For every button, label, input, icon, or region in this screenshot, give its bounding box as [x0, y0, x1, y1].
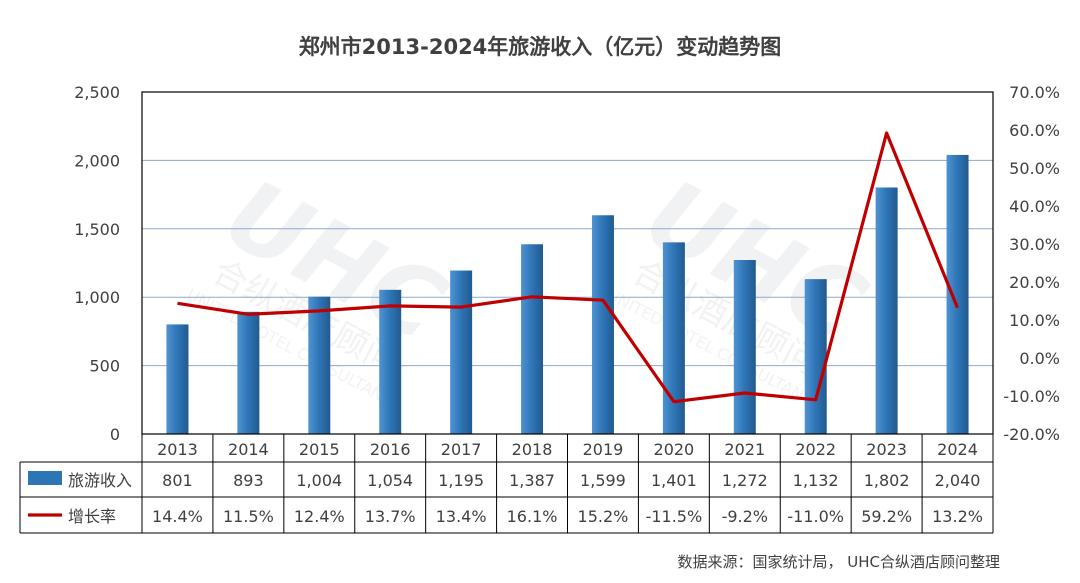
bar-2019 — [591, 215, 614, 434]
y-left-tick-label: 2,000 — [74, 151, 120, 170]
y-right-tick-label: 40.0% — [1009, 197, 1060, 216]
chart-title: 郑州市2013-2024年旅游收入（亿元）变动趋势图 — [299, 35, 782, 59]
y-left-tick-label: 0 — [110, 425, 120, 444]
y-left-tick-label: 1,500 — [74, 220, 120, 239]
x-tick-label: 2022 — [795, 440, 836, 459]
y-left-tick-label: 1,000 — [74, 288, 120, 307]
bar-data-label: 1,132 — [793, 471, 839, 490]
x-tick-label: 2017 — [441, 440, 482, 459]
bar-2020 — [662, 242, 685, 434]
source-note: 数据来源：国家统计局， UHC合纵酒店顾问整理 — [677, 553, 1000, 571]
y-right-tick-label: 0.0% — [1019, 349, 1060, 368]
bar-data-label: 801 — [162, 471, 193, 490]
y-right-tick-label: 30.0% — [1009, 235, 1060, 254]
line-data-label: 13.2% — [932, 507, 983, 526]
bar-series — [166, 154, 969, 435]
y-axis-left: 0 500 1,000 1,500 2,000 2,500 — [74, 83, 120, 444]
x-tick-label: 2023 — [866, 440, 907, 459]
x-tick-label: 2018 — [512, 440, 553, 459]
y-right-tick-label: 60.0% — [1009, 121, 1060, 140]
legend-key-bar — [28, 471, 62, 485]
line-data-label: 15.2% — [578, 507, 629, 526]
line-data-label: 12.4% — [294, 507, 345, 526]
bar-2021 — [733, 259, 756, 434]
legend-label-bar: 旅游收入 — [68, 471, 132, 490]
x-tick-label: 2024 — [937, 440, 978, 459]
x-tick-label: 2021 — [724, 440, 765, 459]
bar-2014 — [237, 311, 260, 434]
line-data-label: 14.4% — [152, 507, 203, 526]
y-right-tick-label: 50.0% — [1009, 159, 1060, 178]
bar-data-label: 1,401 — [651, 471, 697, 490]
line-data-label: -9.2% — [722, 507, 768, 526]
y-right-tick-label: -20.0% — [1003, 425, 1060, 444]
y-right-tick-label: 70.0% — [1009, 83, 1060, 102]
y-left-tick-label: 2,500 — [74, 83, 120, 102]
bar-data-label: 1,195 — [438, 471, 484, 490]
x-tick-label: 2016 — [370, 440, 411, 459]
bar-data-label: 2,040 — [935, 471, 981, 490]
line-data-label: 13.4% — [436, 507, 487, 526]
bar-2017 — [450, 270, 473, 434]
line-series — [177, 131, 959, 404]
growth-line — [177, 131, 959, 404]
line-data-label: 11.5% — [223, 507, 274, 526]
x-tick-label: 2013 — [157, 440, 198, 459]
data-table: 2013 801 14.4% 2014 893 11.5% 2015 1,004 12.4% 20… — [19, 433, 994, 534]
bar-2024 — [946, 154, 969, 435]
bar-data-label: 1,272 — [722, 471, 768, 490]
y-right-tick-label: -10.0% — [1003, 387, 1060, 406]
x-tick-label: 2015 — [299, 440, 340, 459]
line-data-label: -11.0% — [787, 507, 844, 526]
bar-2018 — [521, 244, 544, 434]
y-left-tick-label: 500 — [89, 357, 120, 376]
bar-data-label: 1,599 — [580, 471, 626, 490]
bar-data-label: 1,387 — [509, 471, 555, 490]
bar-2022 — [804, 279, 827, 434]
x-tick-label: 2020 — [654, 440, 695, 459]
line-data-label: 16.1% — [507, 507, 558, 526]
bar-data-label: 1,004 — [296, 471, 342, 490]
bar-data-label: 1,802 — [864, 471, 910, 490]
bar-data-label: 893 — [233, 471, 264, 490]
line-data-label: 59.2% — [861, 507, 912, 526]
bar-2023 — [875, 187, 898, 434]
bar-2013 — [166, 324, 189, 434]
y-right-tick-label: 10.0% — [1009, 311, 1060, 330]
legend-label-line: 增长率 — [68, 507, 116, 526]
bar-2016 — [379, 289, 402, 434]
x-tick-label: 2019 — [583, 440, 624, 459]
y-axis-right: -20.0% -10.0% 0.0% 10.0% 20.0% 30.0% 40.0% 50.0… — [1003, 83, 1060, 444]
y-right-tick-label: 20.0% — [1009, 273, 1060, 292]
line-data-label: 13.7% — [365, 507, 416, 526]
x-tick-label: 2014 — [228, 440, 269, 459]
bar-data-label: 1,054 — [367, 471, 413, 490]
bar-2015 — [308, 296, 331, 434]
line-data-label: -11.5% — [646, 507, 703, 526]
